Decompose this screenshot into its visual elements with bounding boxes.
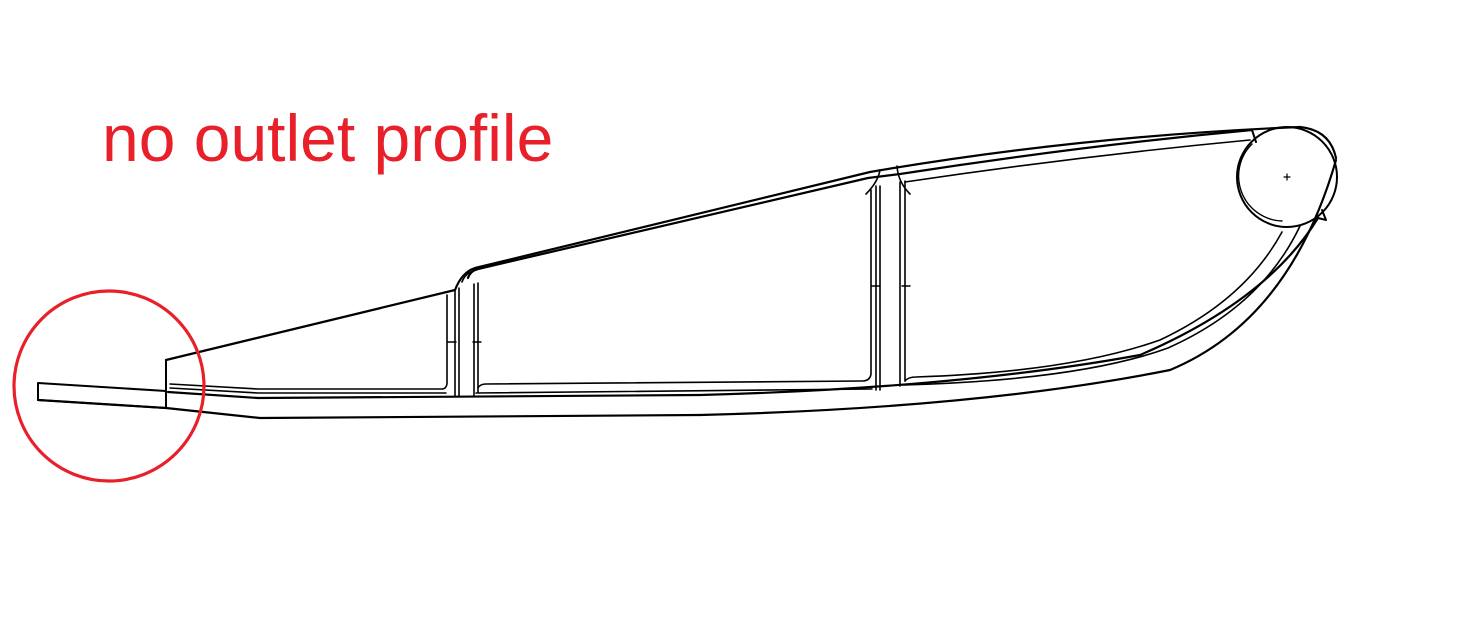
aft-cell-floor-2 bbox=[169, 387, 447, 394]
leading-edge-tube-outer bbox=[1236, 126, 1338, 228]
inner-cells bbox=[169, 139, 1301, 397]
trailing-edge-tab bbox=[37, 359, 167, 409]
fwd-cell-top bbox=[904, 139, 1251, 183]
front-spar-cap bbox=[865, 165, 911, 195]
trailing-edge-tab-outline bbox=[37, 382, 167, 409]
fwd-cell-floor-2 bbox=[903, 225, 1301, 386]
leading-edge-tube-bracket bbox=[1251, 129, 1327, 221]
fwd-cell-floor-1 bbox=[904, 231, 1283, 382]
aft-cell-floor-1 bbox=[169, 294, 448, 390]
lower-skin-inner bbox=[166, 216, 1320, 400]
upper-skin-inner bbox=[466, 128, 1254, 280]
annotation-label: no outlet profile bbox=[102, 101, 554, 175]
highlight-circle bbox=[12, 289, 206, 483]
spar-ticks bbox=[447, 285, 911, 343]
mid-cell-floor-2 bbox=[475, 388, 873, 394]
leading-edge-tube-inner-arc bbox=[1237, 143, 1283, 222]
upper-skin-outer bbox=[164, 125, 1338, 362]
lower-skin-outer bbox=[36, 158, 1338, 420]
leading-edge-tube bbox=[1236, 126, 1338, 228]
rear-spar-cap bbox=[461, 271, 471, 283]
mid-cell-floor-1 bbox=[477, 189, 872, 389]
